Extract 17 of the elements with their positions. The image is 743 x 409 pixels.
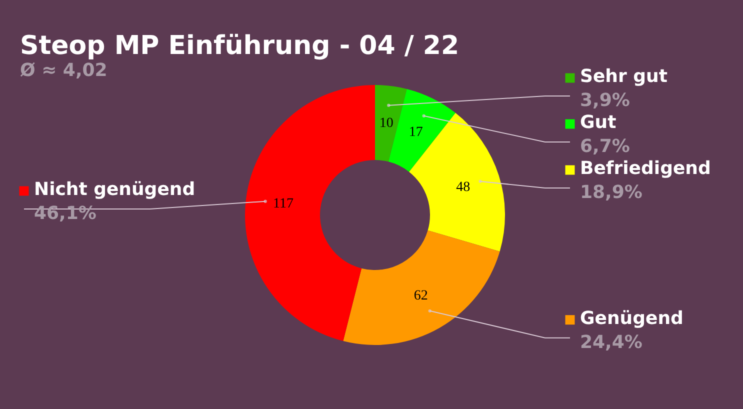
text: 24,4% [580,332,642,353]
data-label: 17 [408,125,423,140]
data-label: 62 [414,288,428,304]
data-label: 10 [379,116,394,132]
chart-title: Steop MP Einführung - 04 / 22 [20,31,460,61]
text: 18,9% [580,182,642,203]
legend-label: Genügend [580,308,684,329]
legend-label: Gut [580,112,617,133]
text: 46,1% [34,202,96,224]
chart-subtitle: Ø ≈ 4,02 [20,60,108,81]
data-label: 48 [456,180,470,195]
data-label: 117 [272,196,294,212]
text: 6,7% [580,136,630,157]
legend-label: Befriedigend [580,158,711,179]
text: 3,9% [580,90,630,111]
legend-label: Sehr gut [580,66,668,87]
legend-label: Nicht genügend [34,178,196,200]
